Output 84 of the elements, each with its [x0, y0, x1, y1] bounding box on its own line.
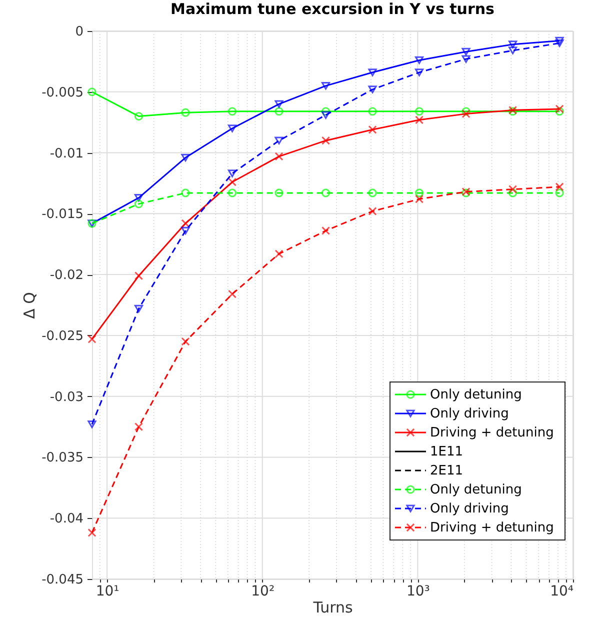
- point: [555, 39, 564, 47]
- legend-label: Driving + detuning: [430, 520, 554, 536]
- point: [462, 110, 470, 118]
- point: [88, 88, 96, 96]
- point: [228, 178, 237, 186]
- chart-title: Maximum tune excursion in Y vs turns: [170, 0, 495, 18]
- point: [368, 68, 377, 76]
- point: [274, 107, 284, 116]
- point: [555, 36, 564, 45]
- point: [415, 188, 424, 198]
- x-axis-title: Turns: [312, 598, 353, 616]
- y-tick-label: -0.01: [50, 146, 84, 162]
- point: [88, 528, 96, 538]
- y-tick-label: -0.03: [50, 390, 84, 405]
- point: [415, 68, 424, 76]
- legend-label: Driving + detuning: [430, 426, 554, 440]
- point: [462, 55, 470, 63]
- point: [88, 420, 96, 428]
- point: [134, 200, 144, 208]
- point: [508, 188, 518, 198]
- point: [321, 226, 330, 235]
- point: [368, 86, 377, 94]
- legend-label: Only driving: [430, 406, 509, 422]
- point: [181, 219, 190, 228]
- point: [555, 188, 564, 198]
- point: [555, 182, 564, 192]
- point: [134, 271, 144, 280]
- point: [368, 107, 377, 116]
- point: [134, 422, 144, 432]
- point: [134, 304, 144, 312]
- point: [508, 185, 518, 194]
- x-tick-label: 10³: [406, 584, 430, 600]
- point: [181, 337, 190, 346]
- point: [274, 250, 284, 258]
- x-tick-label: 10¹: [96, 584, 120, 600]
- point: [134, 112, 144, 121]
- point: [368, 125, 377, 134]
- point: [274, 152, 284, 161]
- point: [181, 188, 190, 198]
- y-tick-label: -0.035: [42, 450, 84, 466]
- point: [274, 188, 284, 198]
- point: [368, 206, 377, 216]
- point: [228, 188, 237, 198]
- point: [88, 334, 96, 344]
- legend-label: 1E11: [430, 444, 464, 460]
- y-tick-label: -0.005: [42, 85, 84, 100]
- y-tick-label: -0.025: [42, 328, 84, 344]
- point: [274, 136, 284, 144]
- point: [321, 82, 330, 90]
- point: [228, 107, 237, 116]
- point: [274, 100, 284, 108]
- legend-label: 2E11: [430, 464, 464, 478]
- point: [462, 48, 470, 56]
- point: [508, 46, 518, 54]
- x-tick-label: 10⁴: [550, 584, 574, 600]
- point: [228, 170, 237, 178]
- point: [462, 107, 470, 116]
- point: [228, 290, 237, 298]
- y-tick-label: -0.045: [42, 572, 84, 588]
- point: [321, 188, 330, 198]
- y-tick-label: -0.02: [50, 268, 84, 284]
- point: [508, 40, 518, 48]
- point: [321, 136, 330, 145]
- point: [181, 226, 190, 235]
- point: [555, 107, 564, 116]
- point: [321, 111, 330, 119]
- point: [555, 104, 564, 114]
- legend-label: Only driving: [430, 502, 509, 516]
- point: [415, 107, 424, 116]
- y-tick-label: -0.04: [50, 512, 84, 527]
- point: [415, 194, 424, 204]
- y-tick-label: 0: [75, 24, 84, 40]
- x-tick-label: 10²: [251, 584, 275, 600]
- y-tick-label: -0.015: [42, 207, 84, 222]
- point: [415, 56, 424, 64]
- y-axis-title: Δ Q: [20, 292, 39, 319]
- point: [181, 154, 190, 162]
- point: [228, 124, 237, 132]
- legend-label: Only detuning: [430, 388, 522, 402]
- point: [415, 116, 424, 124]
- point: [181, 108, 190, 117]
- point: [368, 188, 377, 198]
- point: [134, 194, 144, 202]
- legend-label: Only detuning: [430, 482, 522, 498]
